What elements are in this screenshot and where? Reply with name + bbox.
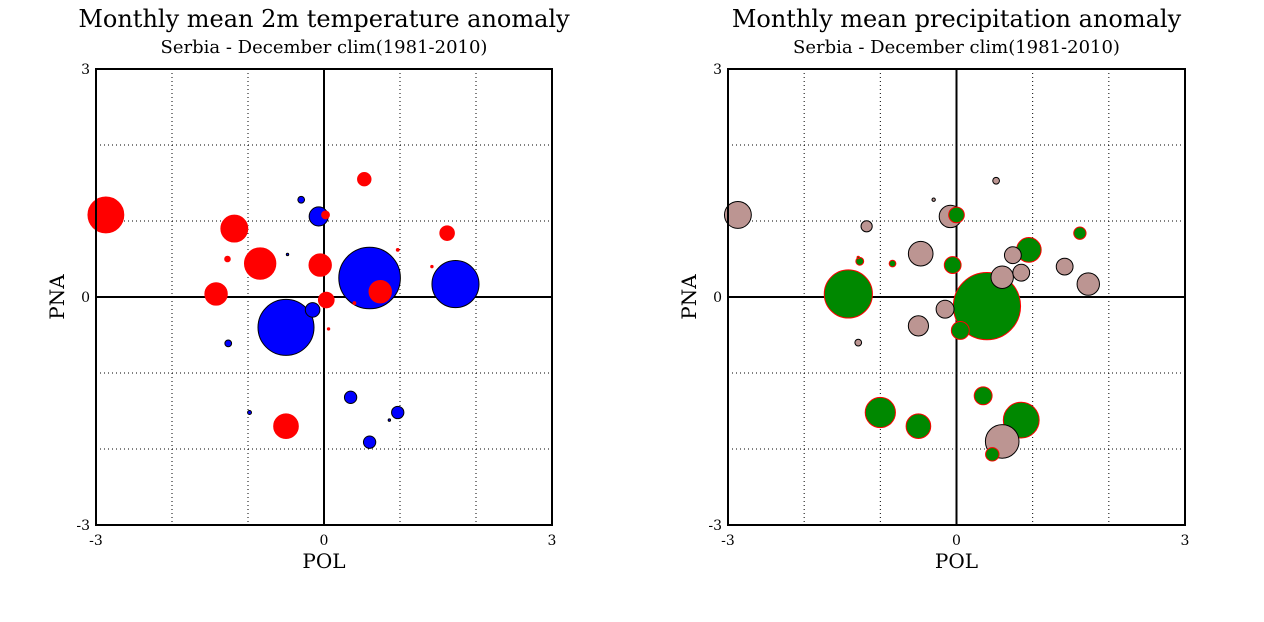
y-tick-label: -3 (708, 518, 722, 534)
x-tick-label: 0 (952, 533, 961, 549)
data-point-positive (430, 264, 434, 269)
data-point-negative (224, 339, 233, 348)
data-point-negative (304, 302, 321, 318)
data-point-negative (1076, 272, 1100, 296)
data-point-negative (285, 252, 290, 257)
data-point-positive (948, 206, 965, 224)
data-point-positive (317, 291, 335, 309)
data-point-positive (321, 210, 330, 220)
chart-title: Monthly mean 2m temperature anomaly (78, 5, 570, 33)
data-point-negative (387, 418, 392, 422)
data-point-positive (856, 255, 860, 260)
x-tick-label: 0 (320, 533, 329, 549)
x-axis-label: POL (302, 549, 345, 573)
data-point-positive (224, 255, 231, 263)
data-point-positive (204, 282, 228, 306)
chart-subtitle: Serbia - December clim(1981-2010) (161, 37, 488, 58)
data-point-negative (990, 265, 1014, 289)
y-tick-label: 3 (713, 62, 722, 78)
plot-frame (727, 68, 1186, 526)
data-point-positive (864, 396, 896, 429)
x-tick-label: -3 (89, 533, 103, 549)
plot-frame (95, 68, 553, 526)
chart-subtitle: Serbia - December clim(1981-2010) (793, 37, 1120, 58)
data-point-positive (985, 447, 1000, 462)
data-point-negative (935, 299, 955, 319)
y-tick-label: 0 (713, 290, 722, 306)
data-point-negative (907, 315, 929, 337)
data-points (723, 176, 1100, 462)
data-point-positive (888, 259, 897, 268)
data-point-positive (943, 256, 962, 274)
y-tick-label: -3 (76, 518, 90, 534)
data-point-negative (992, 176, 1000, 185)
data-point-positive (395, 247, 400, 252)
data-point-positive (273, 413, 299, 440)
data-point-positive (1073, 226, 1087, 240)
y-tick-label: 3 (81, 62, 90, 78)
chart-panel-1: Monthly mean 2m temperature anomaly Serbi… (45, 5, 570, 573)
data-point-negative (257, 298, 315, 356)
data-point-negative (860, 220, 873, 233)
data-point-negative (431, 260, 480, 309)
data-point-negative (362, 435, 377, 449)
data-point-negative (391, 405, 405, 420)
data-point-positive (243, 247, 277, 280)
data-point-positive (352, 301, 357, 305)
data-point-negative (343, 390, 358, 404)
data-point-negative (907, 240, 934, 267)
data-point-negative (1012, 263, 1031, 282)
data-point-negative (1055, 257, 1074, 276)
x-tick-label: 3 (548, 533, 557, 549)
x-axis-label: POL (935, 549, 978, 573)
data-point-negative (1003, 246, 1022, 265)
data-point-positive (950, 320, 970, 340)
y-axis-label: PNA (45, 274, 69, 320)
data-point-positive (439, 225, 455, 241)
data-point-negative (247, 410, 252, 415)
chart-title: Monthly mean precipitation anomaly (732, 5, 1182, 33)
x-tick-label: -3 (721, 533, 735, 549)
data-point-positive (308, 253, 332, 277)
data-point-positive (823, 269, 873, 319)
chart-panel-2: Monthly mean precipitation anomaly Serbia… (677, 5, 1189, 573)
y-axis-label: PNA (677, 274, 701, 320)
data-point-positive (973, 386, 993, 406)
y-tick-label: 0 (81, 290, 90, 306)
data-point-positive (220, 214, 249, 243)
data-point-positive (368, 279, 392, 304)
data-point-positive (87, 196, 125, 234)
data-point-negative (338, 246, 401, 310)
data-point-positive (326, 327, 331, 331)
data-point-negative (723, 200, 752, 229)
data-point-negative (854, 338, 863, 347)
data-point-negative (931, 197, 936, 202)
x-tick-label: 3 (1181, 533, 1190, 549)
data-points (87, 171, 480, 449)
data-point-positive (905, 413, 932, 440)
data-point-negative (297, 195, 306, 204)
data-point-positive (357, 171, 372, 187)
